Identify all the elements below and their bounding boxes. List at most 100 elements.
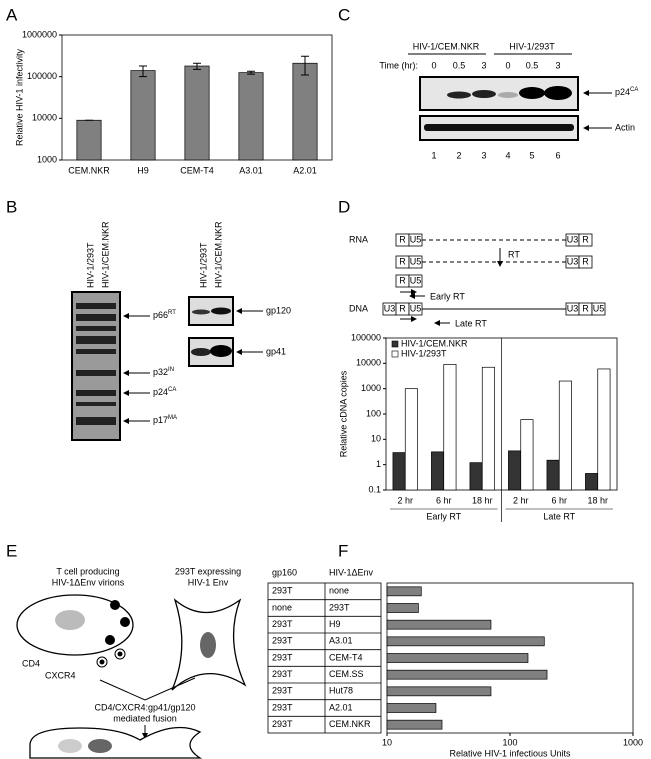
x-tick-label: 18 hr (587, 495, 608, 505)
time-label: 0.5 (453, 60, 466, 70)
table-frame (267, 582, 382, 734)
ltr-label: U5 (410, 303, 422, 313)
panel-label: F (338, 541, 348, 560)
band-sup: CA (168, 387, 176, 393)
bar (585, 473, 599, 491)
band-label: p66RT (153, 310, 176, 321)
bar (386, 653, 529, 663)
y-tick-label: 100000 (27, 71, 57, 81)
primer-label: Late RT (455, 318, 487, 328)
x-tick-label: 18 hr (472, 495, 493, 505)
time-label: 3 (481, 60, 486, 70)
band-label: gp41 (266, 346, 286, 356)
bands (76, 303, 116, 425)
y-tick-label: 1000 (37, 154, 57, 164)
x-tick-label: A3.01 (239, 165, 263, 175)
legend-label: HIV-1/CEM.NKR (401, 338, 468, 348)
bar (292, 62, 318, 161)
gp160-cell: 293T (272, 669, 293, 679)
bar (520, 419, 534, 491)
bar (386, 669, 548, 680)
y-tick-label: 10 (371, 434, 381, 444)
bar (481, 366, 495, 491)
y-tick-label: 0.1 (368, 484, 381, 494)
lane-number: 1 (431, 150, 436, 160)
x-tick-label: 100 (502, 737, 517, 747)
caption: HIV-1ΔEnv virions (52, 577, 125, 587)
band-name: p66 (153, 310, 168, 320)
bar (76, 119, 102, 161)
label: CD4 (22, 658, 40, 668)
band-label: p17MA (153, 415, 177, 426)
band-label: Actin (615, 122, 635, 132)
band-label: p32IN (153, 367, 174, 378)
label: CXCR4 (45, 670, 76, 680)
time-label: 0 (431, 60, 436, 70)
error-bar (139, 65, 147, 78)
bar (386, 719, 443, 730)
band-label: p24CA (615, 87, 638, 98)
row-label: DNA (349, 303, 368, 313)
lane-number: 5 (529, 150, 534, 160)
ltr-label: U5 (410, 256, 422, 266)
legend-swatch (391, 340, 399, 348)
arrow-label: RT (508, 249, 520, 259)
row-label: RNA (349, 234, 368, 244)
x-tick-label: 2 hr (513, 495, 529, 505)
panel-label: D (338, 197, 350, 216)
bar (597, 368, 611, 491)
band-name: p24 (615, 87, 630, 97)
band-sup: RT (168, 310, 176, 316)
ltr-label: R (399, 256, 406, 266)
time-label: 0.5 (526, 60, 539, 70)
column-header: HIV-1ΔEnv (329, 567, 374, 577)
bar (238, 72, 264, 161)
panel-label: A (6, 5, 18, 24)
panel-label: E (6, 541, 17, 560)
time-label: 0 (505, 60, 510, 70)
time-label: Time (hr): (379, 60, 418, 70)
y-tick-label: 100 (366, 408, 381, 418)
band-name: p24 (153, 387, 168, 397)
ltr-label: R (582, 234, 589, 244)
bar (392, 452, 406, 491)
lane-label: HIV-1/293T (198, 242, 208, 288)
bar (546, 459, 560, 491)
band-sup: IN (168, 367, 174, 373)
bar (558, 380, 572, 491)
env-cell: none (329, 586, 349, 596)
bar (386, 603, 419, 613)
x-axis-label: Relative HIV-1 infectious Units (449, 748, 571, 758)
legend-swatch (391, 350, 399, 358)
env-cell: CEM-T4 (329, 652, 363, 662)
error-bar (193, 62, 201, 70)
y-tick-label: 1 (376, 459, 381, 469)
y-axis-label: Relative HIV-1 infectivity (14, 48, 24, 146)
bar (386, 586, 422, 597)
caption: mediated fusion (113, 713, 177, 723)
gp160-cell: 293T (272, 619, 293, 629)
ltr-label: U3 (384, 303, 396, 313)
gp160-cell: none (272, 602, 292, 612)
legend-label: HIV-1/293T (401, 348, 447, 358)
env-cell: A2.01 (329, 702, 353, 712)
error-bar (247, 70, 255, 75)
panel-label: C (338, 5, 350, 24)
gp160-cell: 293T (272, 652, 293, 662)
caption: CD4/CXCR4:gp41/gp120 (94, 702, 195, 712)
ltr-label: U5 (410, 275, 422, 285)
env-cell: H9 (329, 619, 341, 629)
caption: 293T expressing (175, 566, 241, 576)
lane-number: 6 (555, 150, 560, 160)
lane-label: HIV-1/CEM.NKR (100, 221, 110, 288)
bar (443, 364, 457, 491)
group-label: Late RT (543, 511, 575, 521)
ltr-label: R (399, 303, 406, 313)
band-name: p32 (153, 367, 168, 377)
x-tick-label: 6 hr (436, 495, 452, 505)
lane-label: HIV-1/293T (85, 242, 95, 288)
ltr-label: U3 (567, 234, 579, 244)
time-label: 3 (555, 60, 560, 70)
diagram-e: T cell producing HIV-1ΔEnv virions 293T … (16, 566, 247, 759)
x-tick-label: A2.01 (293, 165, 317, 175)
